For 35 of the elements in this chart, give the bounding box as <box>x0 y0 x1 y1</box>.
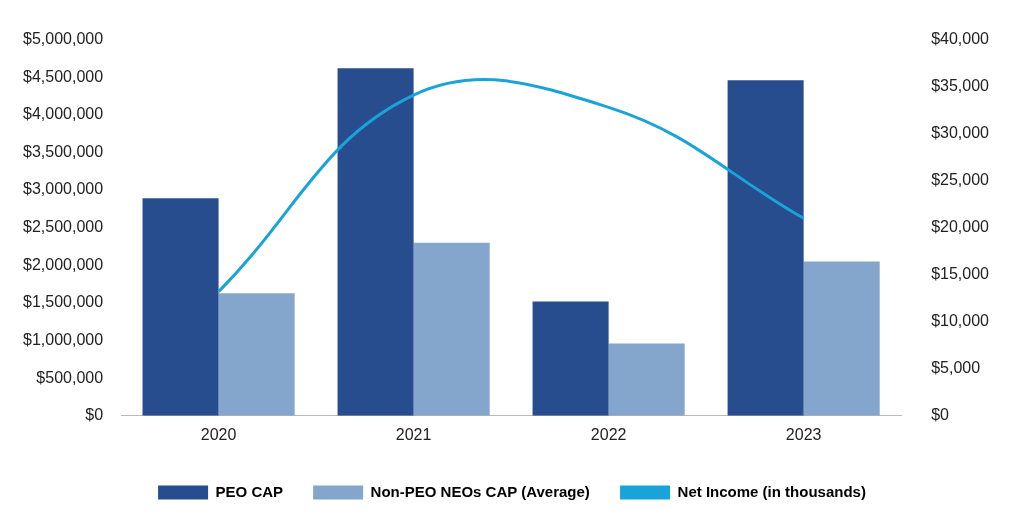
y2-tick-label: $35,000 <box>931 77 990 95</box>
bar <box>532 301 609 416</box>
bar <box>727 80 804 416</box>
y-tick-label: $5,000,000 <box>23 30 104 48</box>
bar <box>413 242 490 416</box>
y2-tick-label: $30,000 <box>931 124 990 142</box>
bar <box>608 343 685 416</box>
bar <box>803 261 880 416</box>
bar <box>142 198 219 416</box>
y-tick-label: $1,000,000 <box>23 330 104 348</box>
y-tick-label: $1,500,000 <box>23 293 104 311</box>
bar <box>218 293 295 416</box>
y-tick-label: $4,500,000 <box>23 67 104 85</box>
x-tick-label: 2022 <box>590 425 627 443</box>
y-tick-label: $500,000 <box>36 368 104 386</box>
y2-tick-label: $20,000 <box>931 218 990 236</box>
legend-label: PEO CAP <box>215 482 284 500</box>
y2-tick-label: $10,000 <box>931 312 990 330</box>
x-tick-label: 2023 <box>785 425 822 443</box>
y-tick-label: $3,000,000 <box>23 180 104 198</box>
y2-tick-label: $15,000 <box>931 265 990 283</box>
legend-label: Net Income (in thousands) <box>677 482 866 500</box>
x-tick-label: 2021 <box>395 425 432 443</box>
y2-tick-label: $0 <box>931 406 950 424</box>
y2-tick-label: $25,000 <box>931 171 990 189</box>
bar <box>337 68 414 416</box>
y-tick-label: $2,000,000 <box>23 255 104 273</box>
y2-tick-label: $5,000 <box>931 359 981 377</box>
y-tick-label: $4,000,000 <box>23 105 104 123</box>
y-tick-label: $2,500,000 <box>23 218 104 236</box>
legend-label: Non-PEO NEOs CAP (Average) <box>370 482 590 500</box>
y2-tick-label: $40,000 <box>931 30 990 48</box>
y-tick-label: $0 <box>85 406 104 424</box>
y-tick-label: $3,500,000 <box>23 142 104 160</box>
x-tick-label: 2020 <box>200 425 237 443</box>
